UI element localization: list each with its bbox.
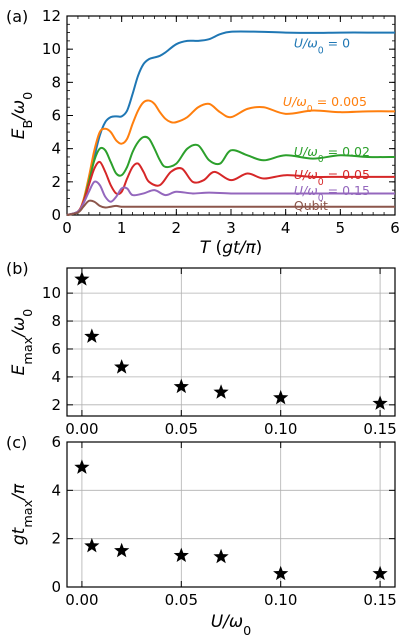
y-tick-label: 0 [51, 206, 61, 224]
panel-b: 0.00 0.05 0.10 0.15 2 4 6 8 10 (b) Emax/ω0 [6, 259, 397, 438]
series-line-4 [66, 180, 395, 216]
star-marker [173, 547, 189, 563]
y-tick-label: 10 [42, 284, 61, 302]
star-marker [173, 378, 189, 394]
star-marker [273, 389, 289, 405]
x-tick-label: 0.10 [264, 591, 297, 609]
star-marker [84, 537, 100, 553]
y-tick-label: 12 [42, 7, 61, 25]
annotation-1: U/ω0 = 0.005 [283, 94, 367, 115]
y-tick-label: 4 [51, 481, 61, 499]
series-line-0 [66, 30, 395, 216]
axes-frame [66, 15, 396, 216]
series-line-1 [66, 99, 396, 216]
star-marker [213, 384, 229, 399]
annotation-5: Qubit [294, 198, 328, 213]
x-tick-label: 5 [336, 219, 346, 237]
series-line-5 [66, 199, 396, 216]
star-marker [74, 271, 90, 286]
series-line-2 [66, 135, 396, 216]
x-tick-label: 6 [390, 219, 400, 237]
star-marker [84, 328, 100, 343]
x-tick-label: 0.15 [363, 420, 396, 438]
y-tick-label: 4 [51, 140, 61, 158]
x-tick-label: 0.05 [165, 591, 198, 609]
y-tick-label: 0 [51, 578, 61, 596]
x-axis-label: U/ω0 [211, 612, 252, 639]
annotation-2: U/ω0 = 0.02 [294, 144, 370, 165]
star-marker [114, 542, 130, 558]
panel-label: (a) [6, 7, 28, 26]
markers [74, 459, 388, 581]
panel-c: 0.00 0.05 0.10 0.15 0 2 4 6 (c) gtmax/π U/ω0 [6, 433, 397, 639]
y-tick-label: 2 [51, 173, 61, 191]
star-marker [372, 565, 388, 581]
y-tick-label: 8 [51, 73, 61, 91]
x-tick-label: 4 [281, 219, 291, 237]
annotation-4: U/ω0 = 0.15 [294, 183, 370, 204]
y-axis-label: gtmax/π [9, 483, 36, 545]
x-tick-label: 0 [62, 219, 72, 237]
y-axis-label: EB/ω0 [9, 92, 36, 140]
y-tick-label: 4 [51, 368, 61, 386]
y-tick-label: 10 [42, 40, 61, 58]
y-tick-label: 8 [51, 312, 61, 330]
series-lines [66, 30, 396, 216]
y-tick-label: 2 [51, 530, 61, 548]
x-tick-label: 0.00 [65, 420, 98, 438]
y-axis-label: Emax/ω0 [9, 309, 36, 376]
y-tick-label: 2 [51, 396, 61, 414]
x-tick-label: 0.10 [264, 420, 297, 438]
axes-frame [66, 267, 396, 417]
x-axis-label: T (gt/π) [200, 238, 263, 258]
annotation-0: U/ω0 = 0 [294, 35, 350, 56]
star-marker [273, 565, 289, 581]
y-tick-label: 6 [51, 340, 61, 358]
x-tick-label: 2 [172, 219, 182, 237]
panel-label: (b) [6, 259, 29, 278]
x-tick-label: 0.00 [65, 591, 98, 609]
star-marker [213, 548, 229, 564]
markers [74, 271, 388, 410]
x-tick-label: 3 [226, 219, 236, 237]
x-tick-label: 1 [117, 219, 127, 237]
series-line-3 [66, 160, 395, 216]
star-marker [74, 459, 90, 474]
x-tick-label: 0.05 [165, 420, 198, 438]
y-tick-label: 6 [51, 107, 61, 125]
star-marker [372, 395, 388, 410]
x-tick-label: 0.15 [363, 591, 396, 609]
y-tick-label: 6 [51, 433, 61, 451]
axes-frame [66, 441, 396, 588]
panel-label: (c) [6, 433, 27, 452]
annotation-3: U/ω0 = 0.05 [294, 167, 370, 188]
star-marker [114, 359, 130, 374]
